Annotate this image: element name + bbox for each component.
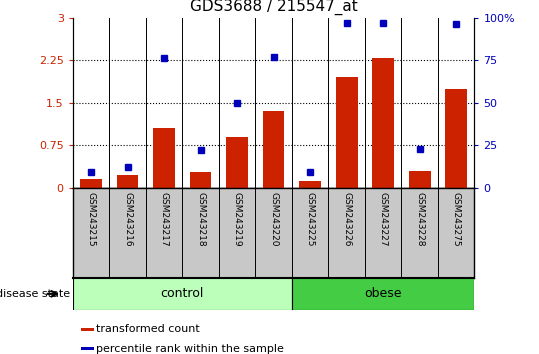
Bar [116,175,139,188]
Bar [292,278,474,310]
Text: disease state: disease state [0,289,70,299]
Text: GSM243226: GSM243226 [342,192,351,247]
Text: GSM243217: GSM243217 [160,192,169,247]
Text: control: control [161,287,204,300]
Text: GSM243227: GSM243227 [378,192,388,247]
Bar [445,88,467,188]
Text: GSM243216: GSM243216 [123,192,132,247]
Text: GSM243218: GSM243218 [196,192,205,247]
Bar [81,348,94,350]
Bar [226,137,248,188]
Text: GSM243225: GSM243225 [306,192,315,247]
Text: GSM243220: GSM243220 [269,192,278,247]
Title: GDS3688 / 215547_at: GDS3688 / 215547_at [190,0,357,15]
Bar [409,171,431,188]
Bar [190,172,211,188]
Bar [80,179,102,188]
Text: GSM243228: GSM243228 [415,192,424,247]
Text: transformed count: transformed count [96,325,200,335]
Text: obese: obese [364,287,402,300]
Text: GSM243219: GSM243219 [232,192,241,247]
Text: percentile rank within the sample: percentile rank within the sample [96,344,285,354]
Bar [372,58,394,188]
Bar [262,111,285,188]
Bar [299,181,321,188]
Bar [81,329,94,331]
Bar [73,278,292,310]
Text: GSM243275: GSM243275 [452,192,460,247]
Bar [153,128,175,188]
Text: GSM243215: GSM243215 [87,192,95,247]
Bar [336,77,357,188]
